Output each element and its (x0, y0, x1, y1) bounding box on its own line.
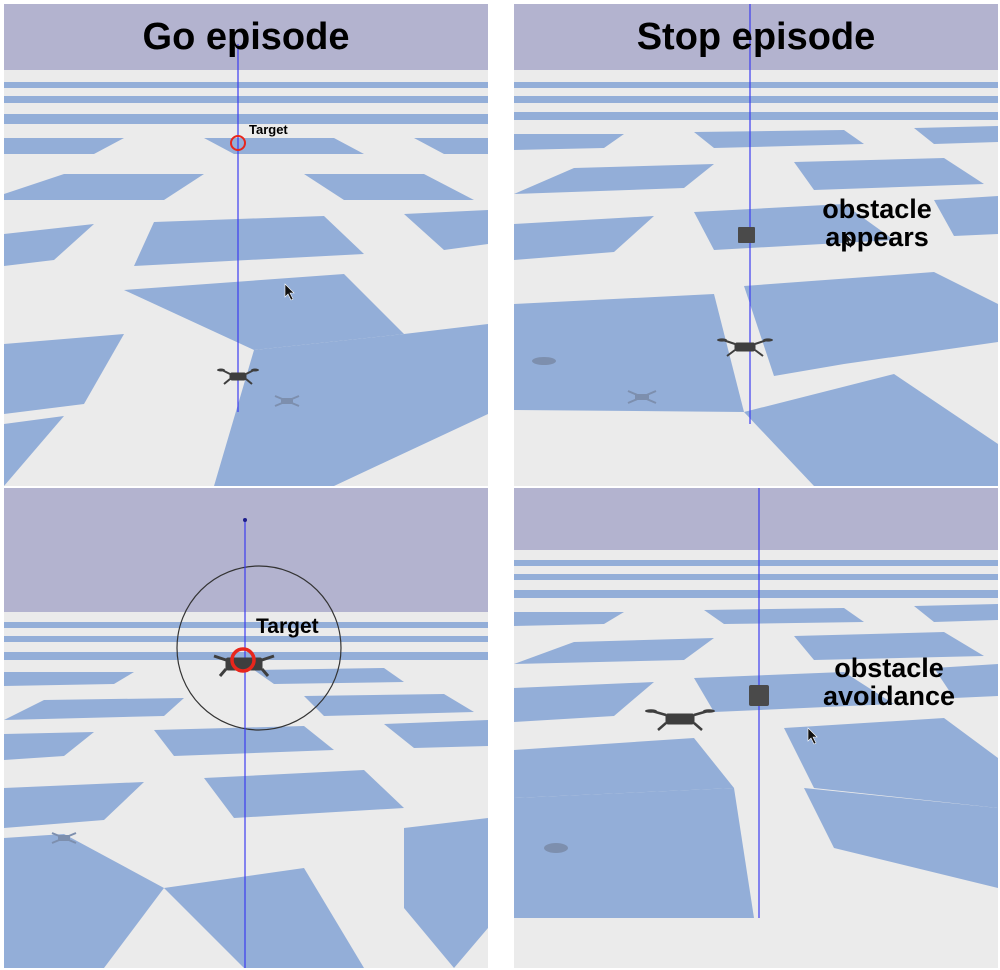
obstacle-avoidance-line2: avoidance (822, 681, 956, 712)
go-episode-heading: Go episode (142, 16, 350, 58)
mouse-cursor-icon (843, 231, 854, 249)
obstacle-cube-icon (738, 227, 755, 243)
drone-icon (217, 368, 259, 385)
stop-avoidance-panel: obstacle avoidance (514, 488, 998, 968)
obstacle-appears-line1: obstacle (822, 194, 932, 224)
obstacle-appears-label: obstacle appears (802, 195, 952, 252)
line-top-dot (243, 518, 247, 522)
target-label-zoomed: Target (256, 615, 319, 638)
checker-floor (4, 82, 488, 486)
go-zoom-scene (4, 488, 488, 968)
mouse-cursor-icon (807, 727, 818, 745)
mouse-cursor-icon (284, 283, 295, 301)
stop-episode-panel: Stop episode obstacle appears (514, 4, 998, 486)
drone-shadow-icon (627, 390, 657, 404)
target-label: Target (249, 122, 288, 137)
obstacle-avoidance-line1: obstacle (834, 653, 944, 683)
stop-episode-heading: Stop episode (636, 16, 876, 58)
sky (4, 4, 488, 70)
drone-shadow-icon (51, 832, 77, 844)
obstacle-appears-line2: appears (825, 222, 929, 253)
sky (4, 488, 488, 612)
zoom-circle (176, 565, 342, 731)
obstacle-shadow (544, 843, 568, 853)
obstacle-avoidance-label: obstacle avoidance (804, 654, 974, 711)
drone-shadow-icon (274, 395, 300, 407)
sky (514, 4, 998, 70)
target-ring-icon (230, 647, 256, 673)
obstacle-cube-icon (749, 685, 769, 706)
go-episode-panel: Go episode Target (4, 4, 488, 486)
sky (514, 488, 998, 550)
drone-icon (645, 709, 715, 731)
stop-avoidance-scene (514, 488, 998, 968)
drone-icon (717, 338, 773, 357)
obstacle-shadow (532, 357, 556, 365)
stop-episode-scene (514, 4, 998, 486)
target-ring-icon (230, 135, 246, 151)
checker-floor (4, 622, 488, 968)
checker-floor (514, 82, 998, 486)
checker-floor (514, 560, 998, 918)
go-zoom-panel: Target (4, 488, 488, 968)
go-episode-scene (4, 4, 488, 486)
